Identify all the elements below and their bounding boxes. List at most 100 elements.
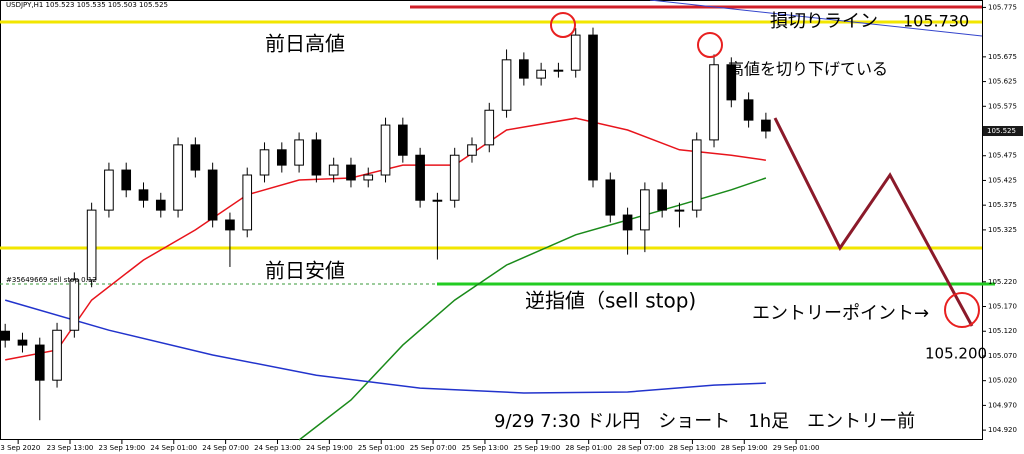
y-tick-label: 105.475 (988, 152, 1017, 160)
candle-body (588, 34, 598, 181)
candle-body (519, 59, 529, 79)
annotation: 逆指値（sell stop) (525, 289, 696, 313)
candle-body (242, 174, 253, 231)
candle-body (346, 164, 356, 181)
y-tick-label: 105.325 (988, 226, 1017, 234)
candle-body (328, 164, 339, 176)
candle-body (484, 109, 495, 146)
candle-body (640, 189, 650, 231)
x-tick-label: 25 Sep 07:00 (410, 444, 457, 452)
y-tick-label: 104.970 (988, 401, 1017, 409)
candle-body (674, 209, 685, 212)
candle-body (691, 139, 702, 211)
y-tick-label: 105.625 (988, 78, 1017, 86)
x-tick-label: 28 Sep 13:00 (669, 444, 716, 452)
candle-body (380, 124, 391, 176)
moving-average (298, 177, 767, 441)
candle-body (173, 144, 183, 211)
y-tick-label: 104.920 (988, 426, 1017, 434)
current-price-box (983, 126, 1023, 137)
y-tick-label: 105.675 (988, 53, 1017, 61)
trend-line (649, 0, 983, 37)
candle-body (311, 139, 322, 176)
x-tick-label: 28 Sep 19:00 (721, 444, 768, 452)
candle-body (657, 189, 667, 211)
plot-frame (0, 0, 983, 440)
candle-body (363, 174, 374, 181)
y-tick-label: 105.120 (988, 327, 1017, 335)
annotation: 105.200 (925, 345, 987, 363)
candle-body (52, 329, 62, 381)
x-tick-label: 23 Sep 13:00 (47, 444, 94, 452)
x-tick-label: 24 Sep 01:00 (150, 444, 197, 452)
y-tick-label: 105.170 (988, 303, 1017, 311)
x-tick-label: 23 Sep 19:00 (99, 444, 146, 452)
candle-body (17, 339, 28, 346)
y-tick-label: 105.575 (988, 102, 1017, 110)
candle-body (467, 144, 477, 156)
annotation: 105.730 (903, 12, 969, 31)
candle-body (259, 149, 270, 176)
candle-body (398, 124, 408, 156)
annotation: エントリーポイント→ (752, 303, 929, 324)
candle-body (104, 169, 114, 211)
x-tick-label: 28 Sep 07:00 (617, 444, 664, 452)
candle-body (605, 179, 616, 216)
caption: 9/29 7:30 ドル円 ショート 1h足 エントリー前 (494, 411, 915, 432)
candle-body (415, 154, 425, 201)
highlight-circle (550, 12, 576, 38)
candle-body (553, 69, 564, 72)
candle-body (761, 119, 771, 132)
candle-body (622, 214, 633, 231)
highlight-circle (944, 292, 980, 328)
candle-body (743, 99, 754, 121)
current-price-label: 105.525 (987, 127, 1016, 135)
highlight-circle (697, 32, 723, 58)
candle-body (225, 219, 235, 231)
y-tick-label: 105.775 (988, 3, 1017, 11)
x-tick-label: 25 Sep 13:00 (462, 444, 509, 452)
candle-body (570, 34, 581, 71)
candle-body (449, 154, 460, 201)
annotation: 高値を切り下げている (728, 60, 888, 79)
candle-body (432, 199, 443, 202)
y-tick-label: 105.375 (988, 201, 1017, 209)
y-tick-label: 105.425 (988, 176, 1017, 184)
marks: 104.920 104.970 105.020 105.070 105.120 105.1… (0, 3, 1017, 452)
order-label: #35649669 sell stop 0.12 (6, 276, 97, 284)
chart-title: USDJPY,H1 105.523 105.535 105.503 105.52… (6, 1, 168, 9)
y-tick-label: 105.020 (988, 377, 1017, 385)
annotation: 前日安値 (265, 259, 345, 283)
x-tick-label: 23 Sep 2020 (0, 444, 40, 452)
candle-body (709, 64, 719, 141)
candle-body (121, 169, 132, 191)
x-tick-label: 24 Sep 07:00 (202, 444, 249, 452)
candle-body (86, 209, 97, 281)
candle-body (726, 64, 737, 101)
candle-body (501, 59, 512, 111)
y-tick-label: 105.070 (988, 352, 1017, 360)
x-tick-label: 29 Sep 01:00 (773, 444, 820, 452)
x-tick-label: 25 Sep 19:00 (513, 444, 560, 452)
candle-body (138, 189, 149, 201)
candle-body (34, 344, 45, 381)
moving-average (5, 117, 767, 361)
annotation: 前日高値 (265, 32, 345, 56)
x-tick-label: 28 Sep 01:00 (565, 444, 612, 452)
candle-body (276, 149, 287, 166)
y-tick-label: 105.220 (988, 278, 1017, 286)
annotation: 損切りライン (770, 11, 878, 32)
x-tick-label: 24 Sep 19:00 (306, 444, 353, 452)
candle-body (294, 139, 304, 166)
candle-body (207, 169, 218, 221)
x-tick-label: 24 Sep 13:00 (254, 444, 301, 452)
moving-average (4, 299, 766, 394)
candle-body (536, 69, 546, 79)
scenario-arrow (773, 117, 974, 327)
candle-body (69, 279, 80, 331)
candle-body (155, 199, 166, 211)
candle-body (0, 330, 11, 341)
x-tick-label: 25 Sep 01:00 (358, 444, 405, 452)
candle-body (190, 144, 201, 171)
